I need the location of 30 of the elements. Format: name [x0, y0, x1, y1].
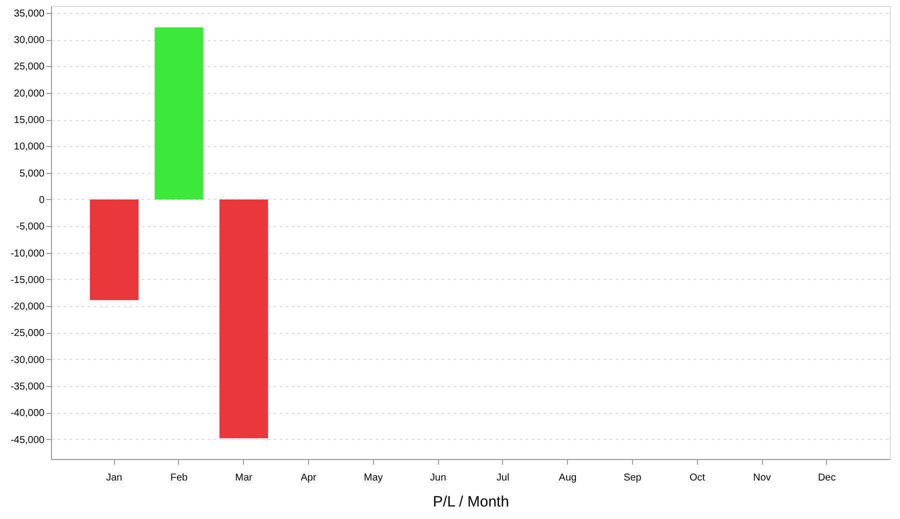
x-tick-label: Aug	[558, 472, 577, 484]
y-tick-label: 35,000	[14, 8, 45, 20]
x-tick-label: Oct	[689, 472, 706, 484]
x-tick-label: Nov	[753, 472, 771, 484]
x-tick-label: Mar	[235, 472, 254, 484]
x-tick-label: Jan	[106, 472, 122, 484]
y-tick-label: 20,000	[14, 88, 45, 100]
y-tick-label: -30,000	[10, 354, 45, 366]
y-tick-label: 15,000	[14, 115, 45, 126]
y-tick-label: 30,000	[14, 35, 45, 46]
x-tick-label: Feb	[170, 472, 188, 484]
x-tick-label: Jul	[496, 472, 510, 484]
y-tick-label: -25,000	[10, 328, 45, 340]
y-tick-label: -35,000	[10, 381, 45, 392]
y-tick-label: -5,000	[16, 222, 45, 233]
y-tick-label: -45,000	[10, 434, 45, 446]
x-tick-label: Jun	[430, 472, 446, 484]
x-tick-label: Apr	[300, 472, 317, 484]
y-tick-label: 0	[38, 194, 45, 206]
y-tick-label: 25,000	[14, 62, 45, 73]
x-tick-label: May	[364, 472, 383, 484]
x-axis-title: P/L / Month	[432, 494, 510, 510]
x-tick-label: Sep	[624, 472, 642, 484]
x-tick-label: Dec	[818, 472, 836, 484]
y-tick-label: -20,000	[10, 302, 45, 313]
y-tick-label: 10,000	[14, 142, 45, 153]
y-tick-label: 5,000	[19, 168, 45, 180]
y-tick-label: -40,000	[10, 408, 45, 420]
y-tick-label: -15,000	[10, 274, 45, 286]
y-tick-label: -10,000	[10, 248, 45, 260]
